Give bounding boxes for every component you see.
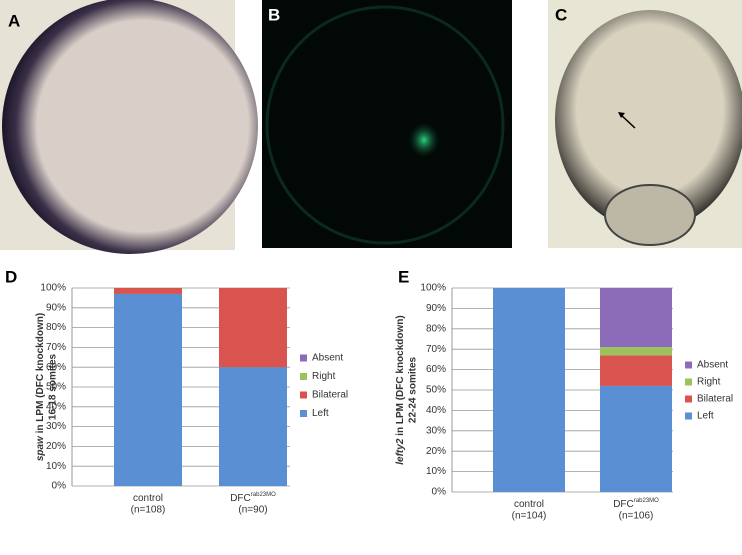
y-tick-label: 60%: [426, 364, 446, 375]
y-tick-label: 100%: [40, 283, 66, 294]
category: DFC: [613, 499, 634, 510]
legend-label: Absent: [312, 353, 343, 364]
legend-label: Bilateral: [312, 390, 348, 401]
legend-swatch: [300, 373, 307, 380]
y-tick-label: 0%: [432, 487, 447, 498]
legend-swatch: [685, 361, 692, 369]
y-tick-label: 10%: [46, 461, 66, 472]
bar-segment: [600, 347, 672, 356]
x-tick-label: DFCrab23MO: [230, 492, 276, 504]
legend-swatch: [685, 395, 692, 403]
bar-segment: [114, 288, 182, 294]
panel-label: E: [398, 267, 409, 286]
category-count: (n=106): [619, 511, 654, 522]
legend-swatch: [685, 412, 692, 420]
legend-label: Left: [697, 411, 714, 422]
bar-segment: [114, 293, 182, 486]
y-tick-label: 90%: [426, 303, 446, 314]
legend-label: Left: [312, 408, 329, 419]
category-count: (n=104): [512, 511, 547, 522]
y-tick-label: 0%: [52, 481, 67, 492]
y-tick-label: 50%: [46, 382, 66, 393]
legend-swatch: [300, 391, 307, 399]
category: control: [514, 499, 544, 510]
image-a: [0, 0, 258, 254]
y-axis-text: in LPM (DFC knockdown): [35, 313, 46, 434]
category: DFC: [230, 493, 251, 504]
panel-label: D: [5, 267, 17, 286]
y-axis-gene: lefty2: [395, 438, 406, 465]
bar-segment: [219, 367, 287, 486]
y-axis-label: 16-18 somites: [48, 353, 59, 420]
category: control: [133, 493, 163, 504]
y-tick-label: 70%: [426, 344, 446, 355]
legend-swatch: [300, 354, 307, 362]
y-tick-label: 80%: [46, 322, 66, 333]
y-axis-text: in LPM (DFC knockdown): [395, 315, 406, 436]
y-tick-label: 70%: [46, 342, 66, 353]
y-tick-label: 40%: [46, 401, 66, 412]
y-axis-label: spaw in LPM (DFC knockdown): [35, 313, 46, 461]
y-tick-label: 100%: [420, 283, 446, 294]
y-tick-label: 90%: [46, 302, 66, 313]
y-axis-label: lefty2 in LPM (DFC knockdown): [395, 315, 406, 464]
legend-swatch: [685, 378, 692, 386]
image-c: [548, 0, 742, 248]
legend-label: Right: [697, 377, 721, 388]
y-tick-label: 10%: [426, 466, 446, 477]
panel-label: C: [555, 5, 567, 24]
y-tick-label: 60%: [46, 362, 66, 373]
y-axis-label: 22-24 somites: [408, 356, 419, 423]
legend-label: Bilateral: [697, 394, 733, 405]
y-tick-label: 20%: [426, 446, 446, 457]
category-superscript: rab23MO: [251, 492, 276, 498]
category-count: (n=108): [131, 505, 166, 516]
panel-label: B: [268, 5, 280, 24]
y-tick-label: 80%: [426, 323, 446, 334]
y-tick-label: 20%: [46, 441, 66, 452]
category-count: (n=90): [238, 505, 267, 516]
image-b: [262, 0, 512, 248]
bar-segment: [600, 355, 672, 386]
bar-segment: [219, 288, 287, 368]
legend-label: Right: [312, 371, 336, 382]
y-tick-label: 30%: [46, 421, 66, 432]
x-tick-label: control: [514, 499, 544, 510]
y-tick-label: 50%: [426, 385, 446, 396]
x-tick-label: DFCrab23MO: [613, 498, 659, 510]
y-tick-label: 30%: [426, 425, 446, 436]
bar-segment: [493, 288, 565, 492]
legend-label: Absent: [697, 360, 728, 371]
bar-segment: [600, 288, 672, 348]
legend-swatch: [300, 410, 307, 417]
category-superscript: rab23MO: [634, 498, 659, 504]
panel-label: A: [8, 11, 20, 30]
x-tick-label: control: [133, 493, 163, 504]
y-axis-gene: spaw: [35, 435, 46, 461]
bar-segment: [600, 385, 672, 492]
y-tick-label: 40%: [426, 405, 446, 416]
